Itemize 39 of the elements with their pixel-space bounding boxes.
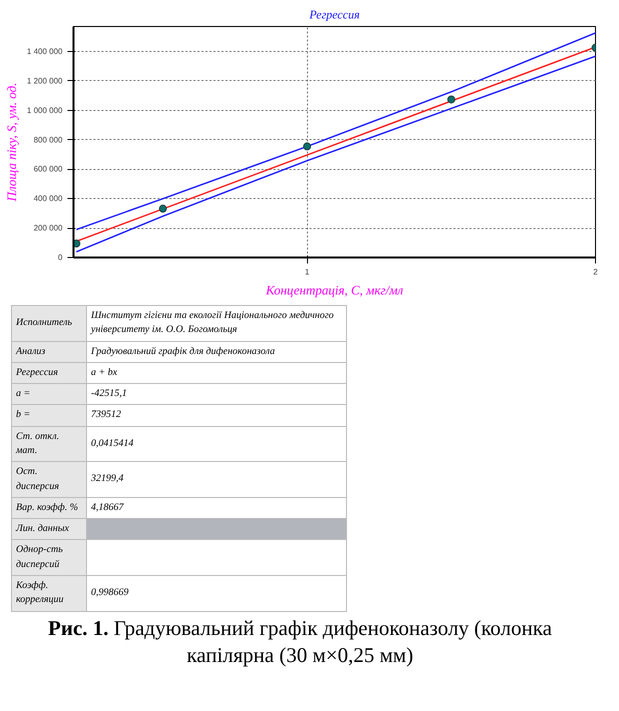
text: 32199,4	[86, 462, 346, 498]
text: Градуювальний графік для дифеноконазола	[86, 341, 346, 362]
y-tick-label: 1 400 000	[26, 47, 64, 56]
point	[158, 204, 167, 213]
text: a =	[12, 384, 86, 405]
x-axis-title: Концентрація, С, мкг/мл	[264, 282, 404, 298]
text: Лин. данных	[12, 518, 86, 540]
y-tick-label: 600 000	[34, 164, 64, 174]
text: Рис. 1.	[48, 616, 109, 640]
text: 739512	[86, 404, 346, 426]
y-axis-title: Площа піку, S, ум. од.	[4, 82, 19, 202]
chart-title: Регрессия	[308, 8, 360, 22]
text: b =	[12, 404, 86, 426]
point	[303, 142, 312, 150]
y-tick-label: 1 000 000	[26, 106, 64, 115]
text: 0,998669	[86, 575, 346, 611]
text: Вар. коэфф. %	[12, 497, 86, 519]
x-tick-label: 2	[593, 268, 598, 276]
text: Градуювальний графік дифеноконазолу (колонка капілярна (30 м×0,25 мм)	[114, 616, 552, 668]
text: -42515,1	[86, 384, 346, 405]
y-tick-label: 1 200 000	[26, 76, 64, 86]
y-tick-label: 800 000	[34, 135, 64, 144]
text: a + bx	[86, 362, 346, 384]
text: 0,0415414	[86, 426, 346, 462]
y-tick-label: 200 000	[34, 224, 64, 233]
text: Коэфф. корреляции	[12, 575, 86, 611]
text: Регрессия	[12, 362, 86, 384]
point	[74, 240, 80, 248]
point	[447, 95, 456, 104]
text: Ост. дисперсия	[12, 462, 86, 498]
text: Исполнитель	[12, 306, 86, 342]
y-tick-label: 400 000	[34, 194, 64, 204]
x-tick-label: 1	[304, 268, 310, 276]
text: Шнститут гігієни та екології Національного медичного університету ім. О.О. Богомольця	[86, 306, 346, 342]
text: Однор-сть дисперсий	[12, 540, 86, 576]
y-tick-label: 0	[58, 253, 64, 262]
text: 4,18667	[86, 497, 346, 519]
text: Ст. откл. мат.	[12, 426, 86, 462]
text: Анализ	[12, 341, 86, 362]
